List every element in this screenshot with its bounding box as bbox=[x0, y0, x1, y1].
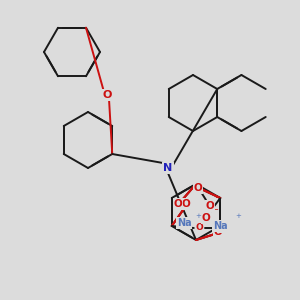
Text: H: H bbox=[218, 224, 226, 232]
Text: O: O bbox=[206, 201, 214, 211]
Text: −: − bbox=[214, 194, 221, 202]
Text: −: − bbox=[211, 206, 218, 214]
Text: O: O bbox=[214, 227, 222, 237]
Text: N: N bbox=[164, 163, 172, 173]
Text: O: O bbox=[194, 183, 203, 193]
Text: O: O bbox=[196, 224, 204, 232]
Text: +: + bbox=[235, 213, 241, 219]
Text: O: O bbox=[182, 199, 190, 209]
Text: O: O bbox=[102, 90, 112, 100]
Text: +: + bbox=[195, 213, 201, 219]
Text: Na: Na bbox=[177, 218, 192, 228]
Text: Na: Na bbox=[213, 221, 227, 231]
Text: O: O bbox=[202, 213, 211, 223]
Text: O: O bbox=[174, 199, 182, 209]
